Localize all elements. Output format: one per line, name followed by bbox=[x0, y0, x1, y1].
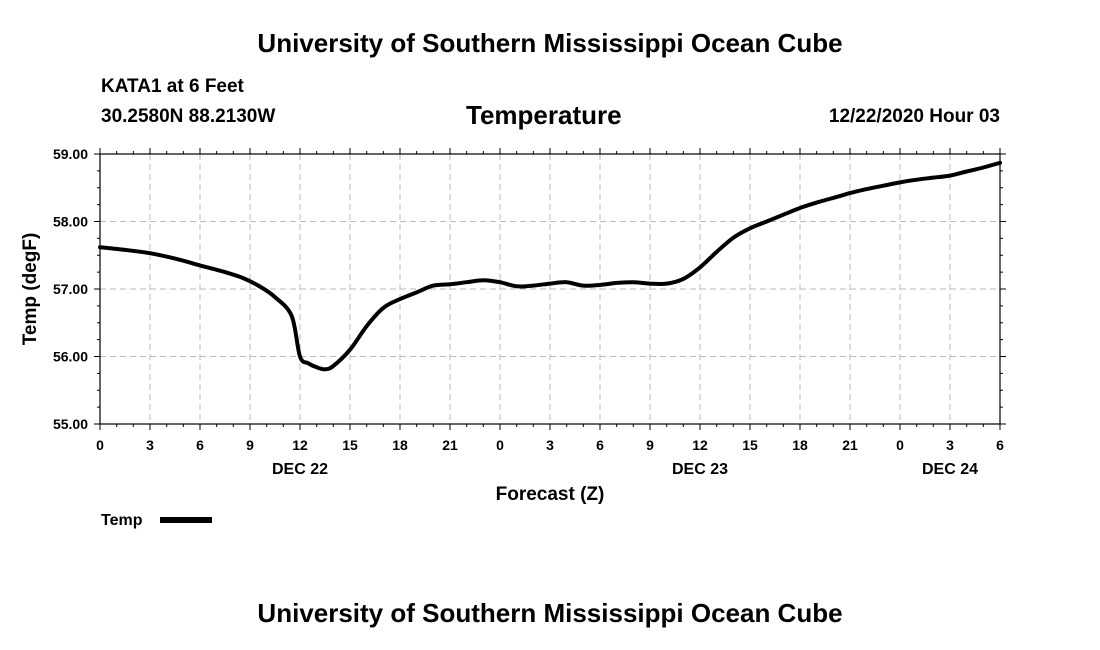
legend-label: Temp bbox=[101, 512, 143, 529]
station-coords: 30.2580N 88.2130W bbox=[101, 106, 276, 127]
x-tick-label: 21 bbox=[442, 437, 458, 453]
x-tick-label: 12 bbox=[292, 437, 308, 453]
x-tick-label: 0 bbox=[96, 437, 104, 453]
y-tick-label: 56.00 bbox=[53, 349, 88, 365]
x-tick-label: 6 bbox=[196, 437, 204, 453]
x-tick-label: 3 bbox=[946, 437, 954, 453]
y-tick-label: 57.00 bbox=[53, 281, 88, 297]
x-tick-label: 15 bbox=[742, 437, 758, 453]
x-tick-label: 3 bbox=[546, 437, 554, 453]
x-tick-label: 0 bbox=[896, 437, 904, 453]
x-tick-label: 6 bbox=[996, 437, 1004, 453]
temperature-chart: 55.00 56.00 57.00 58.00 59.00 0 3 6 9 12 15 18 21 0 3… bbox=[20, 146, 1006, 529]
top-title: University of Southern Mississippi Ocean… bbox=[257, 28, 843, 58]
x-tick-label: 15 bbox=[342, 437, 358, 453]
x-tick-label: 18 bbox=[792, 437, 808, 453]
date-label: DEC 23 bbox=[672, 461, 728, 478]
x-tick-label: 0 bbox=[496, 437, 504, 453]
x-tick-label: 21 bbox=[842, 437, 858, 453]
x-axis-label: Forecast (Z) bbox=[496, 484, 605, 505]
chart-title: Temperature bbox=[466, 100, 622, 130]
legend-swatch bbox=[160, 517, 212, 523]
y-tick-label: 58.00 bbox=[53, 214, 88, 230]
run-time: 12/22/2020 Hour 03 bbox=[828, 106, 1000, 127]
x-tick-labels: 0 3 6 9 12 15 18 21 0 3 6 9 12 15 18 21 0 3 6 bbox=[96, 437, 1004, 453]
y-tick-labels: 55.00 56.00 57.00 58.00 59.00 bbox=[53, 146, 88, 432]
date-label: DEC 22 bbox=[272, 461, 328, 478]
x-tick-label: 9 bbox=[246, 437, 254, 453]
y-tick-label: 55.00 bbox=[53, 416, 88, 432]
y-axis-label: Temp (degF) bbox=[20, 233, 41, 346]
x-tick-label: 18 bbox=[392, 437, 408, 453]
x-tick-label: 12 bbox=[692, 437, 708, 453]
x-tick-label: 9 bbox=[646, 437, 654, 453]
grid-lines bbox=[100, 154, 1000, 424]
x-tick-label: 6 bbox=[596, 437, 604, 453]
y-tick-label: 59.00 bbox=[53, 146, 88, 162]
temp-series-line bbox=[98, 160, 1002, 372]
date-labels: DEC 22 DEC 23 DEC 24 bbox=[272, 461, 978, 478]
date-label: DEC 24 bbox=[922, 461, 978, 478]
station-label: KATA1 at 6 Feet bbox=[101, 76, 244, 97]
plot-frame bbox=[99, 153, 1001, 425]
x-tick-label: 3 bbox=[146, 437, 154, 453]
bottom-title: University of Southern Mississippi Ocean… bbox=[257, 598, 843, 628]
